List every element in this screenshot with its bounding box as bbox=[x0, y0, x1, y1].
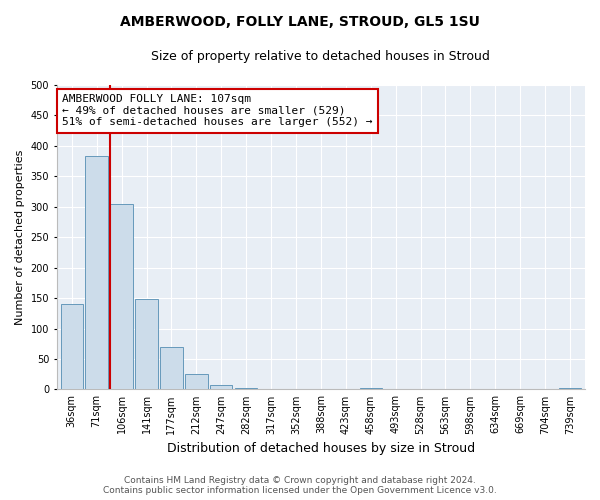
Bar bbox=[135, 300, 158, 390]
Bar bbox=[110, 204, 133, 390]
Bar bbox=[85, 156, 108, 390]
Bar bbox=[210, 384, 232, 390]
Bar bbox=[235, 388, 257, 390]
Bar bbox=[160, 347, 182, 390]
Text: Contains HM Land Registry data © Crown copyright and database right 2024.
Contai: Contains HM Land Registry data © Crown c… bbox=[103, 476, 497, 495]
Bar bbox=[61, 304, 83, 390]
Bar bbox=[185, 374, 208, 390]
Y-axis label: Number of detached properties: Number of detached properties bbox=[15, 150, 25, 325]
X-axis label: Distribution of detached houses by size in Stroud: Distribution of detached houses by size … bbox=[167, 442, 475, 455]
Title: Size of property relative to detached houses in Stroud: Size of property relative to detached ho… bbox=[151, 50, 490, 63]
Bar bbox=[359, 388, 382, 390]
Text: AMBERWOOD FOLLY LANE: 107sqm
← 49% of detached houses are smaller (529)
51% of s: AMBERWOOD FOLLY LANE: 107sqm ← 49% of de… bbox=[62, 94, 373, 128]
Bar bbox=[559, 388, 581, 390]
Text: AMBERWOOD, FOLLY LANE, STROUD, GL5 1SU: AMBERWOOD, FOLLY LANE, STROUD, GL5 1SU bbox=[120, 15, 480, 29]
